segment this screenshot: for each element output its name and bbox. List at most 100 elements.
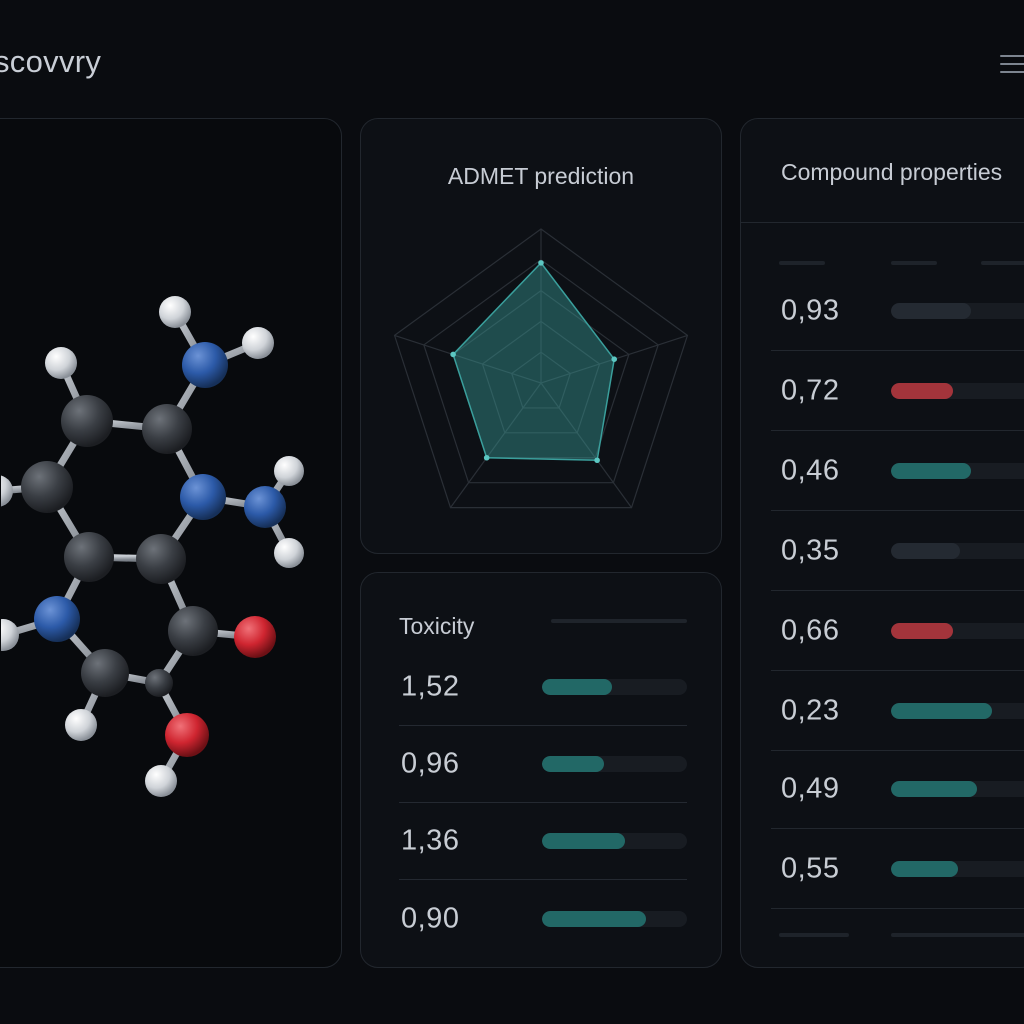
radar-grid-ring [481, 320, 601, 434]
toxicity-bar-fill [542, 756, 605, 772]
property-value: 0,93 [781, 294, 840, 326]
toxicity-bar [542, 679, 687, 695]
property-bar-fill [891, 622, 954, 639]
radar-point [611, 356, 618, 363]
molecule-atom [81, 649, 129, 697]
property-value: 0,72 [781, 374, 840, 406]
property-bar [891, 542, 1024, 559]
molecule-atom [244, 486, 286, 528]
properties-header-line [981, 261, 1024, 265]
toxicity-header-line [551, 619, 687, 623]
molecule-atom [21, 461, 73, 513]
properties-divider [741, 222, 1024, 223]
radar-point [538, 260, 544, 266]
admet-radar-chart [393, 228, 689, 509]
radar-point [594, 457, 600, 464]
toxicity-value: 0,96 [401, 747, 460, 780]
radar-point [483, 454, 490, 461]
compound-properties-title: Compound properties [781, 159, 1003, 185]
toxicity-row: 1,36 [399, 803, 687, 880]
toxicity-row: 0,96 [399, 726, 687, 803]
toxicity-bar [542, 756, 687, 772]
radar-grid-ring [393, 228, 689, 509]
molecule-atom [145, 669, 173, 697]
toxicity-bar-fill [542, 679, 612, 695]
property-row: 0,49 [771, 749, 1024, 829]
toxicity-bar [542, 910, 687, 927]
property-value: 0,35 [781, 534, 840, 566]
toxicity-bar [542, 833, 687, 849]
compound-properties-panel: Compound properties 0,93 0,72 0,46 0,35 … [740, 118, 1024, 968]
radar-axis [449, 382, 542, 508]
property-row: 0,55 [771, 829, 1024, 909]
property-bar-fill [891, 382, 954, 399]
property-row: 0,93 [771, 271, 1024, 351]
property-bar [891, 780, 1024, 797]
molecule-atom [136, 534, 186, 584]
radar-point [450, 351, 456, 358]
radar-value-polygon [452, 261, 616, 462]
properties-header-line [779, 261, 825, 265]
property-value: 0,46 [781, 454, 840, 486]
admet-panel: ADMET prediction [360, 118, 722, 554]
toxicity-value: 0,90 [401, 902, 460, 934]
molecule-atom [142, 404, 192, 454]
toxicity-panel: Toxicity 1,52 0,96 1,36 0,90 [360, 572, 722, 968]
molecule-atom [45, 347, 77, 379]
property-value: 0,55 [781, 852, 840, 884]
property-bar [891, 302, 1024, 319]
property-bar [891, 860, 1024, 877]
molecule-atom [180, 474, 226, 520]
molecule-viewer-panel[interactable] [0, 118, 342, 968]
property-value: 0,66 [781, 614, 840, 646]
molecule-atom [182, 342, 228, 388]
radar-axis [394, 334, 542, 384]
admet-title: ADMET prediction [447, 163, 635, 189]
property-bar [891, 622, 1024, 639]
molecule-atom [242, 327, 274, 359]
toxicity-title: Toxicity [399, 613, 475, 639]
toxicity-row: 0,90 [399, 880, 687, 957]
toxicity-bar-fill [542, 910, 647, 927]
radar-grid-ring [511, 351, 571, 409]
molecule-atom [65, 709, 97, 741]
property-bar [891, 382, 1024, 399]
toxicity-value: 1,52 [401, 670, 460, 703]
property-row: 0,35 [771, 511, 1024, 591]
property-bar [891, 462, 1024, 479]
radar-grid-ring [452, 289, 630, 459]
properties-footer-line [779, 933, 849, 937]
molecule-3d-view[interactable] [1, 119, 341, 967]
property-bar-fill [891, 702, 992, 719]
molecule-atom [1, 475, 13, 507]
molecule-atom [165, 713, 209, 757]
app-title: scovvry [0, 44, 102, 79]
molecule-atom [234, 616, 276, 658]
property-value: 0,49 [781, 772, 840, 804]
property-bar-fill [891, 860, 959, 877]
molecule-atom [145, 765, 177, 797]
hamburger-menu-icon[interactable] [1000, 55, 1024, 73]
property-bar [891, 702, 1024, 719]
molecule-atom [168, 606, 218, 656]
molecule-atom [274, 538, 304, 568]
property-bar-fill [891, 302, 971, 319]
molecule-atom [274, 456, 304, 486]
property-row: 0,23 [771, 671, 1024, 751]
property-row: 0,46 [771, 431, 1024, 511]
property-bar-fill [891, 542, 960, 559]
radar-points [450, 260, 618, 464]
properties-footer-line [891, 933, 1024, 937]
property-row: 0,66 [771, 591, 1024, 671]
molecule-atom [34, 596, 80, 642]
property-bar-fill [891, 780, 978, 797]
toxicity-value: 1,36 [401, 824, 460, 857]
property-bar-fill [891, 462, 971, 479]
toxicity-row: 1,52 [399, 649, 687, 726]
properties-header-line [891, 261, 937, 265]
toxicity-bar-fill [542, 833, 625, 849]
property-value: 0,23 [781, 694, 840, 726]
property-row: 0,72 [771, 351, 1024, 431]
molecule-atom [64, 532, 114, 582]
molecule-atom [1, 619, 19, 651]
